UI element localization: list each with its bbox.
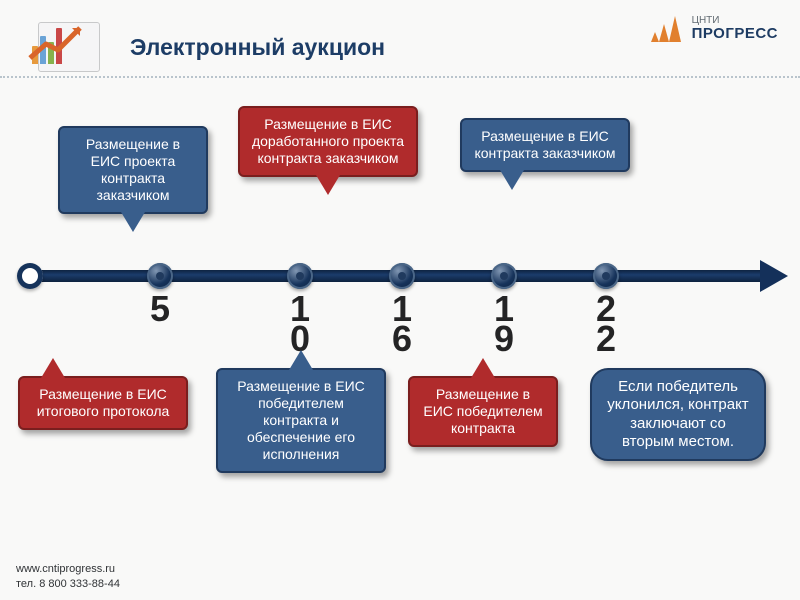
timeline-tick	[491, 263, 517, 289]
header: Электронный аукцион ЦНТИ ПРОГРЕСС	[0, 0, 800, 78]
callout-text: Размещение в ЕИС контракта заказчиком	[474, 128, 615, 161]
timeline-tick	[389, 263, 415, 289]
timeline-tick-label: 1 0	[280, 294, 320, 353]
callout-text: Размещение в ЕИС итогового протокола	[37, 386, 170, 419]
callout-top-right: Размещение в ЕИС контракта заказчиком	[460, 118, 630, 172]
logo-mark-icon	[649, 14, 683, 44]
footer-site: www.cntiprogress.ru	[16, 562, 120, 577]
timeline-tick	[287, 263, 313, 289]
callout-text: Размещение в ЕИС проекта контракта заказ…	[86, 136, 180, 203]
timeline-tick-label: 1 6	[382, 294, 422, 353]
brand-name: ПРОГРЕСС	[692, 26, 778, 42]
callout-text: Размещение в ЕИС победителем контракта	[423, 386, 542, 436]
callout-text: Размещение в ЕИС победителем контракта и…	[237, 378, 365, 462]
brand-logo: ЦНТИ ПРОГРЕСС	[649, 14, 778, 44]
callout-text: Размещение в ЕИС доработанного проекта к…	[252, 116, 404, 166]
timeline-arrowhead-icon	[760, 260, 788, 292]
footer-phone: тел. 8 800 333-88-44	[16, 577, 120, 592]
footer: www.cntiprogress.ru тел. 8 800 333-88-44	[16, 562, 120, 592]
callout-bottom-mid-red: Размещение в ЕИС победителем контракта	[408, 376, 558, 447]
chart-icon	[30, 20, 100, 74]
callout-text: Если победитель уклонился, контракт закл…	[607, 378, 748, 450]
timeline-tick	[17, 263, 43, 289]
timeline-tick	[147, 263, 173, 289]
callout-bottom-mid-blue: Размещение в ЕИС победителем контракта и…	[216, 368, 386, 473]
callout-top-center: Размещение в ЕИС доработанного проекта к…	[238, 106, 418, 177]
timeline-tick-label: 2 2	[586, 294, 626, 353]
timeline-axis	[30, 270, 770, 282]
callout-note-right: Если победитель уклонился, контракт закл…	[590, 368, 766, 461]
timeline-tick-label: 5	[140, 294, 180, 324]
callout-bottom-left: Размещение в ЕИС итогового протокола	[18, 376, 188, 430]
timeline-tick	[593, 263, 619, 289]
page-title: Электронный аукцион	[130, 34, 385, 61]
timeline-tick-label: 1 9	[484, 294, 524, 353]
arrow-up-icon	[28, 24, 88, 64]
diagram-stage: Размещение в ЕИС проекта контракта заказ…	[0, 78, 800, 552]
callout-top-left: Размещение в ЕИС проекта контракта заказ…	[58, 126, 208, 214]
